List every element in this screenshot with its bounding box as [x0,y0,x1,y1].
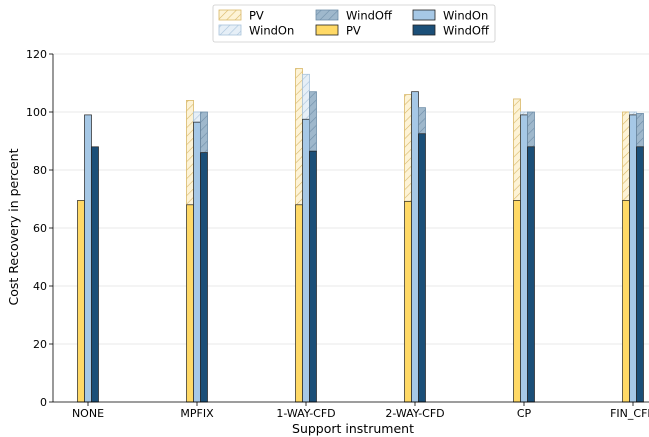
bar-pv-hatched-cp [513,98,521,201]
bars [77,68,644,403]
bar-windon-2-way-cfd [411,91,419,403]
legend-swatch-pv-hatched [218,9,242,21]
x-tick-label: 1-WAY-CFD [276,407,335,420]
bar-windoff-fin_cfd [636,146,644,403]
axes: 0 20 40 60 80 100 120 NONE MPFIX 1-WAY-CFD 2-WAY-C… [26,48,649,420]
legend-label: WindOn [443,9,488,23]
y-tick-label: 20 [33,338,47,351]
bar-windon-mpfix [193,121,201,403]
bar-pv-hatched-2-way-cfd [404,94,412,202]
bar-pv-cp [513,200,521,403]
bar-windoff-hatched-2-way-cfd [418,107,426,135]
bar-windoff-hatched-fin_cfd [636,113,644,148]
x-tick-label: MPFIX [180,407,214,420]
bar-windon-none [84,114,92,403]
bar-windoff-hatched-1-way-cfd [309,91,317,152]
legend-label: WindOn [249,24,294,38]
bar-windoff-1-way-cfd [309,150,317,403]
x-tick-label: NONE [72,407,104,420]
y-tick-label: 80 [33,164,47,177]
y-tick-label: 40 [33,280,47,293]
bar-pv-fin_cfd [622,200,630,403]
y-tick-label: 120 [26,48,47,61]
y-tick-label: 0 [40,396,47,409]
bar-pv-hatched-mpfix [186,100,194,206]
bar-pv-2-way-cfd [404,200,412,403]
legend-swatch-pv-solid [315,24,339,36]
legend-label: WindOff [443,24,490,38]
bar-windoff-cp [527,146,535,403]
bar-pv-mpfix [186,204,194,403]
bar-windoff-none [91,146,99,403]
x-axis-label: Support instrument [292,421,414,436]
legend-label: WindOff [346,9,393,23]
bar-windoff-mpfix [200,152,208,403]
bar-windon-hatched-fin_cfd [629,111,637,116]
gridlines [53,53,649,403]
bar-windoff-2-way-cfd [418,133,426,403]
legend-label: PV [346,24,361,38]
x-tick-label: FIN_CFD [610,407,649,420]
bar-windoff-hatched-mpfix [200,111,208,153]
legend-swatch-windon-solid [412,9,436,21]
bar-windon-fin_cfd [629,114,637,403]
bar-pv-none [77,200,85,403]
y-axis-label: Cost Recovery in percent [6,148,21,305]
legend-label: PV [249,9,264,23]
bar-windon-cp [520,114,528,403]
bar-windon-hatched-cp [520,111,528,116]
bar-windon-hatched-1-way-cfd [302,73,310,120]
legend-swatch-windon-hatched [218,24,242,36]
y-tick-label: 60 [33,222,47,235]
bar-pv-hatched-1-way-cfd [295,68,303,206]
bar-windon-hatched-mpfix [193,111,201,123]
y-tick-label: 100 [26,106,47,119]
legend-swatch-windoff-hatched [315,9,339,21]
x-tick-label: CP [517,407,532,420]
x-tick-label: 2-WAY-CFD [385,407,444,420]
legend-swatch-windoff-solid [412,24,436,36]
bar-windon-1-way-cfd [302,118,310,403]
bar-windoff-hatched-cp [527,111,535,148]
bar-pv-1-way-cfd [295,204,303,403]
bar-pv-hatched-fin_cfd [622,111,630,201]
